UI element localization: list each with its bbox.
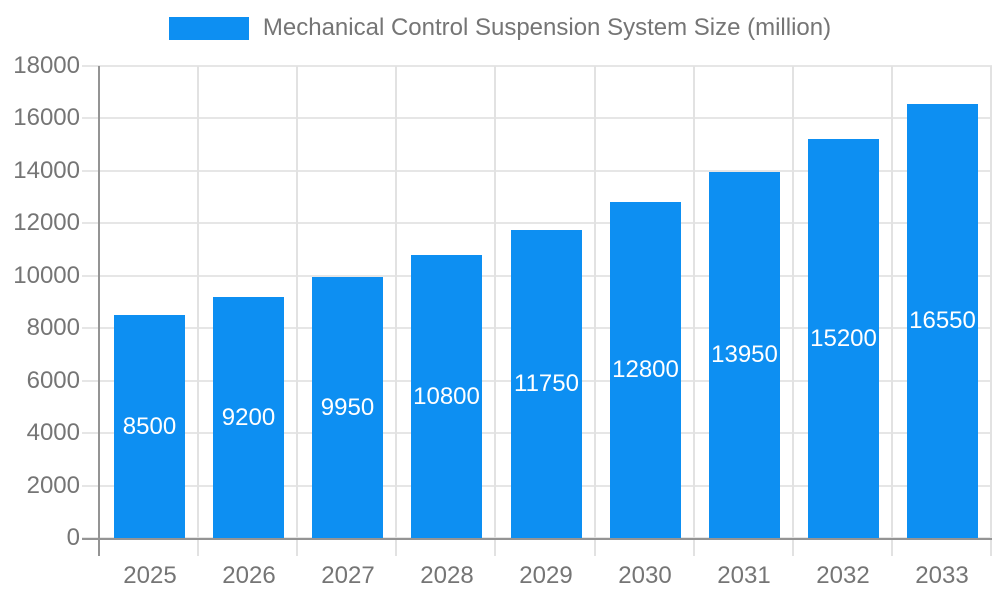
x-axis-tick-label: 2025 [123, 562, 177, 589]
gridline-vertical [792, 66, 794, 556]
x-axis-tick-label: 2029 [519, 562, 573, 589]
bar-2028[interactable]: 10800 [411, 255, 482, 538]
bar-2026[interactable]: 9200 [213, 297, 284, 538]
y-axis-tick-label: 18000 [13, 52, 80, 79]
bar-value-label: 11750 [514, 370, 579, 397]
legend-label[interactable]: Mechanical Control Suspension System Siz… [262, 14, 832, 41]
y-axis-line [98, 66, 100, 556]
x-axis-tick-label: 2027 [321, 562, 375, 589]
gridline-horizontal [82, 169, 992, 172]
bar-value-label: 9950 [320, 393, 375, 421]
gridline-vertical [494, 66, 496, 556]
legend: Mechanical Control Suspension System Siz… [0, 14, 1000, 42]
gridline-vertical [594, 66, 596, 556]
bar-value-label: 12800 [612, 356, 679, 383]
y-axis-tick-label: 4000 [26, 419, 80, 447]
plot-area: 8500 9200 9950 10800 11750 12800 13950 15200 165… [82, 65, 992, 556]
gridline-vertical [891, 66, 893, 556]
x-axis-tick-label: 2032 [816, 562, 870, 589]
y-axis-tick-label: 8000 [26, 314, 80, 342]
x-axis-tick-label: 2028 [420, 562, 474, 589]
bar-2031[interactable]: 13950 [709, 172, 780, 538]
bar-value-label: 8500 [122, 412, 177, 440]
x-axis-tick-label: 2033 [915, 562, 969, 589]
y-axis-tick-label: 14000 [13, 156, 80, 184]
bar-2025[interactable]: 8500 [114, 315, 185, 538]
y-axis-tick-label: 10000 [13, 261, 80, 289]
bar-value-label: 13950 [711, 341, 778, 368]
bar-value-label: 15200 [810, 324, 877, 352]
y-axis-tick-label: 2000 [26, 471, 80, 499]
y-axis-tick-label: 12000 [13, 209, 80, 237]
y-axis-tick-label: 0 [66, 524, 80, 551]
x-axis-tick-label: 2031 [717, 562, 771, 589]
bar-value-label: 10800 [413, 382, 480, 410]
gridline-vertical [296, 66, 298, 556]
x-axis-tick-label: 2030 [618, 562, 672, 589]
x-axis-tick-label: 2026 [222, 562, 276, 589]
gridline-horizontal [82, 117, 992, 120]
bar-2030[interactable]: 12800 [610, 202, 681, 538]
gridline-vertical [395, 66, 397, 556]
x-axis-line [82, 538, 992, 540]
legend-swatch[interactable] [168, 16, 249, 40]
gridline-horizontal [82, 65, 992, 67]
gridline-vertical [197, 66, 199, 556]
bar-2032[interactable]: 15200 [808, 139, 879, 538]
bar-2027[interactable]: 9950 [312, 277, 383, 538]
bar-2029[interactable]: 11750 [511, 230, 582, 538]
gridline-horizontal [82, 222, 992, 225]
bar-value-label: 9200 [221, 403, 276, 431]
y-axis-tick-label: 6000 [26, 366, 80, 394]
gridline-vertical [990, 66, 992, 556]
bar-value-label: 16550 [909, 307, 976, 334]
y-axis-tick-label: 16000 [13, 104, 80, 132]
bar-2033[interactable]: 16550 [907, 104, 978, 538]
gridline-vertical [693, 66, 695, 556]
